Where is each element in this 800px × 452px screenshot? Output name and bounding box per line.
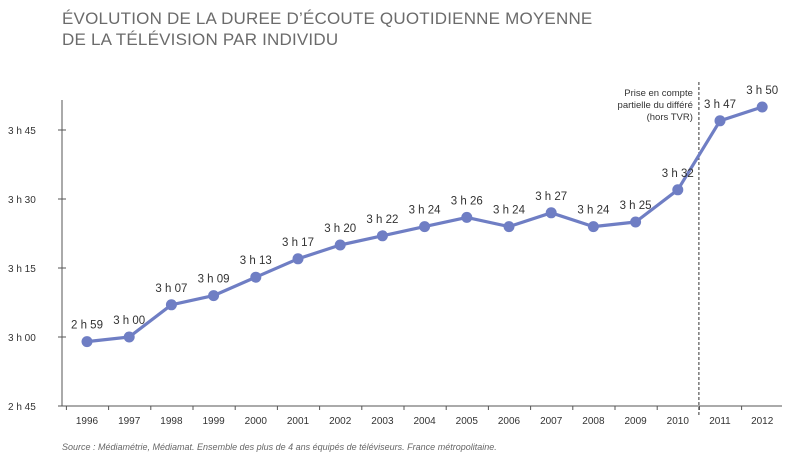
data-label: 3 h 24 [409, 205, 442, 217]
data-label: 2 h 59 [71, 320, 103, 332]
x-tick-label: 2011 [709, 416, 731, 427]
x-tick-label: 1998 [160, 416, 183, 427]
x-tick-label: 1999 [202, 416, 225, 427]
data-label: 3 h 22 [366, 214, 398, 226]
data-label: 3 h 00 [113, 315, 145, 327]
x-tick-label: 2003 [371, 416, 394, 427]
y-tick-label: 3 h 15 [8, 264, 36, 275]
data-label: 3 h 27 [535, 191, 567, 203]
data-label: 3 h 13 [240, 255, 272, 267]
x-tick-label: 2009 [624, 416, 647, 427]
data-label: 3 h 20 [324, 223, 356, 235]
x-tick-label: 1996 [76, 416, 99, 427]
data-point [376, 230, 388, 242]
data-point [250, 271, 262, 283]
x-tick-label: 2005 [456, 416, 479, 427]
data-label: 3 h 17 [282, 237, 314, 249]
data-label: 3 h 32 [662, 168, 694, 180]
source-note: Source : Médiamétrie, Médiamat. Ensemble… [62, 442, 497, 452]
y-tick-label: 2 h 45 [8, 402, 36, 413]
data-label: 3 h 47 [704, 99, 736, 111]
y-tick-label: 3 h 45 [8, 126, 36, 137]
data-point [630, 216, 642, 228]
y-tick-label: 3 h 30 [8, 195, 36, 206]
data-point [461, 211, 473, 223]
data-label: 3 h 50 [746, 85, 778, 97]
data-label: 3 h 25 [620, 200, 652, 212]
x-tick-label: 2006 [498, 416, 521, 427]
chart-title: ÉVOLUTION DE LA DUREE D’ÉCOUTE QUOTIDIEN… [62, 8, 592, 50]
x-tick-label: 2007 [540, 416, 563, 427]
data-point [123, 331, 135, 343]
data-point [545, 207, 557, 219]
x-tick-label: 2012 [751, 416, 774, 427]
x-tick-label: 1997 [118, 416, 141, 427]
data-label: 3 h 07 [155, 283, 187, 295]
x-tick-label: 2002 [329, 416, 352, 427]
data-point [165, 299, 177, 311]
x-tick-label: 2004 [413, 416, 436, 427]
data-point [756, 101, 768, 113]
data-point [81, 336, 93, 348]
annotation-text: Prise en compte [624, 88, 693, 99]
data-label: 3 h 26 [451, 195, 483, 207]
data-label: 3 h 09 [198, 274, 230, 286]
data-point [334, 239, 346, 251]
annotation-text: partielle du différé [618, 100, 693, 111]
data-point [714, 115, 726, 127]
chart-title-line-1: ÉVOLUTION DE LA DUREE D’ÉCOUTE QUOTIDIEN… [62, 9, 593, 28]
data-point [419, 221, 431, 233]
data-label: 3 h 24 [577, 205, 610, 217]
data-label: 3 h 24 [493, 205, 526, 217]
x-tick-label: 2008 [582, 416, 605, 427]
data-point [587, 221, 599, 233]
x-tick-label: 2001 [287, 416, 310, 427]
chart-title-line-2: DE LA TÉLÉVISION PAR INDIVIDU [62, 30, 339, 49]
data-point [503, 221, 515, 233]
data-point [292, 253, 304, 265]
y-tick-label: 3 h 00 [8, 333, 36, 344]
annotation-text: (hors TVR) [647, 112, 693, 123]
x-tick-label: 2000 [245, 416, 268, 427]
data-point [672, 184, 684, 196]
data-point [208, 290, 220, 302]
x-tick-label: 2010 [667, 416, 690, 427]
